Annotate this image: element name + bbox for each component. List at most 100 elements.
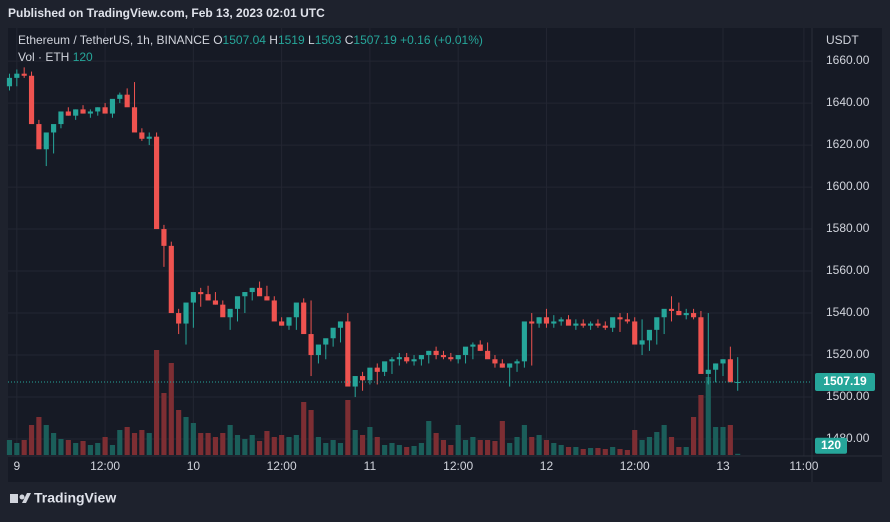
- legend-change: +0.16 (+0.01%): [400, 33, 483, 47]
- candle-body: [161, 229, 167, 246]
- candle-body: [374, 367, 380, 372]
- candle-body: [617, 317, 623, 320]
- x-tick-label: 12:00: [620, 459, 650, 473]
- candle-body: [448, 357, 454, 360]
- legend: Ethereum / TetherUS, 1h, BINANCE O1507.0…: [18, 33, 483, 64]
- candle-body: [470, 344, 476, 347]
- volume-bar: [470, 437, 476, 455]
- volume-bar: [543, 440, 550, 455]
- legend-key: O: [213, 33, 222, 47]
- candle-body: [588, 323, 594, 326]
- candle-body: [286, 317, 292, 326]
- volume-bar: [588, 448, 594, 455]
- volume-bar: [220, 433, 226, 455]
- volume-bar: [330, 440, 336, 455]
- x-tick-label: 13: [716, 459, 730, 473]
- candle-body: [551, 321, 557, 324]
- legend-key: C: [345, 33, 354, 47]
- candle-body: [558, 319, 564, 322]
- candle-body: [499, 363, 505, 368]
- volume-bar: [6, 440, 13, 455]
- candle-body: [426, 350, 432, 356]
- y-tick-label: 1620.00: [826, 137, 870, 151]
- volume-bar: [654, 432, 660, 455]
- volume-bar: [51, 433, 57, 455]
- candle-body: [242, 292, 248, 297]
- candle-body: [396, 357, 402, 360]
- candle-body: [462, 346, 469, 356]
- volume-bar: [80, 441, 86, 455]
- volume-bar: [21, 440, 27, 455]
- x-tick-label: 11: [364, 459, 377, 473]
- volume-bar: [205, 433, 211, 455]
- candle-body: [80, 109, 86, 114]
- candle-body: [51, 124, 57, 133]
- axis-title: USDT: [826, 33, 859, 47]
- volume-bar: [690, 417, 697, 455]
- legend-value: 1507.04: [223, 33, 267, 47]
- candle-body: [271, 300, 277, 322]
- volume-bar: [242, 439, 248, 455]
- candle-body: [654, 317, 660, 330]
- volume-bar: [565, 447, 572, 455]
- candle-body: [220, 304, 226, 318]
- volume-bar: [176, 410, 182, 455]
- candle-body: [565, 319, 572, 326]
- candle-body: [154, 136, 160, 230]
- candle-body: [249, 287, 255, 293]
- volume-bar: [124, 427, 130, 455]
- logo-part: [10, 494, 18, 503]
- x-tick-label: 9: [13, 459, 20, 473]
- candle-body: [676, 310, 682, 316]
- candle-body: [543, 317, 550, 324]
- volume-bar: [661, 425, 667, 455]
- volume-bar: [735, 453, 741, 455]
- volume-bar: [374, 437, 380, 455]
- candle-body: [308, 334, 314, 356]
- candle-body: [73, 109, 79, 116]
- y-tick-label: 1520.00: [826, 347, 870, 361]
- candle-body: [264, 296, 270, 301]
- candle-body: [632, 321, 638, 345]
- candle-body: [279, 321, 285, 326]
- candle-body: [705, 369, 711, 374]
- candle-body: [367, 367, 373, 381]
- volume-bar: [418, 443, 424, 455]
- candle-body: [595, 323, 601, 326]
- y-tick-label: 1580.00: [826, 221, 870, 235]
- volume-bar: [485, 440, 491, 455]
- candle-body: [43, 132, 49, 150]
- volume-bar: [367, 427, 373, 455]
- candle-body: [404, 357, 410, 362]
- volume-bar: [345, 400, 351, 455]
- candle-body: [521, 321, 527, 362]
- volume-bar: [73, 443, 79, 455]
- candle-body: [485, 350, 491, 360]
- volume-bar: [462, 440, 469, 455]
- last-price-box: [815, 372, 875, 391]
- candle-body: [58, 111, 64, 125]
- volume-bar: [580, 449, 586, 455]
- volume-bar: [58, 439, 64, 455]
- volume-bar: [183, 417, 189, 455]
- candle-body: [646, 329, 653, 341]
- candle-body: [477, 344, 483, 351]
- volume-bar: [131, 433, 138, 455]
- candle-body: [639, 340, 645, 345]
- candle-body: [492, 359, 498, 364]
- x-tick-label: 10: [187, 459, 201, 473]
- candle-body: [21, 73, 27, 76]
- candle-body: [602, 325, 608, 328]
- volume-bar: [698, 395, 704, 455]
- volume-bar: [279, 435, 285, 455]
- volume-bar: [301, 402, 307, 455]
- y-tick-label: 1660.00: [826, 53, 870, 67]
- volume-bar: [102, 437, 108, 455]
- candle-body: [146, 136, 152, 139]
- footer-logo: [10, 493, 31, 503]
- volume-label: 120: [821, 438, 841, 452]
- candle-body: [455, 355, 461, 360]
- candle-body: [529, 321, 535, 324]
- candle-body: [131, 107, 138, 133]
